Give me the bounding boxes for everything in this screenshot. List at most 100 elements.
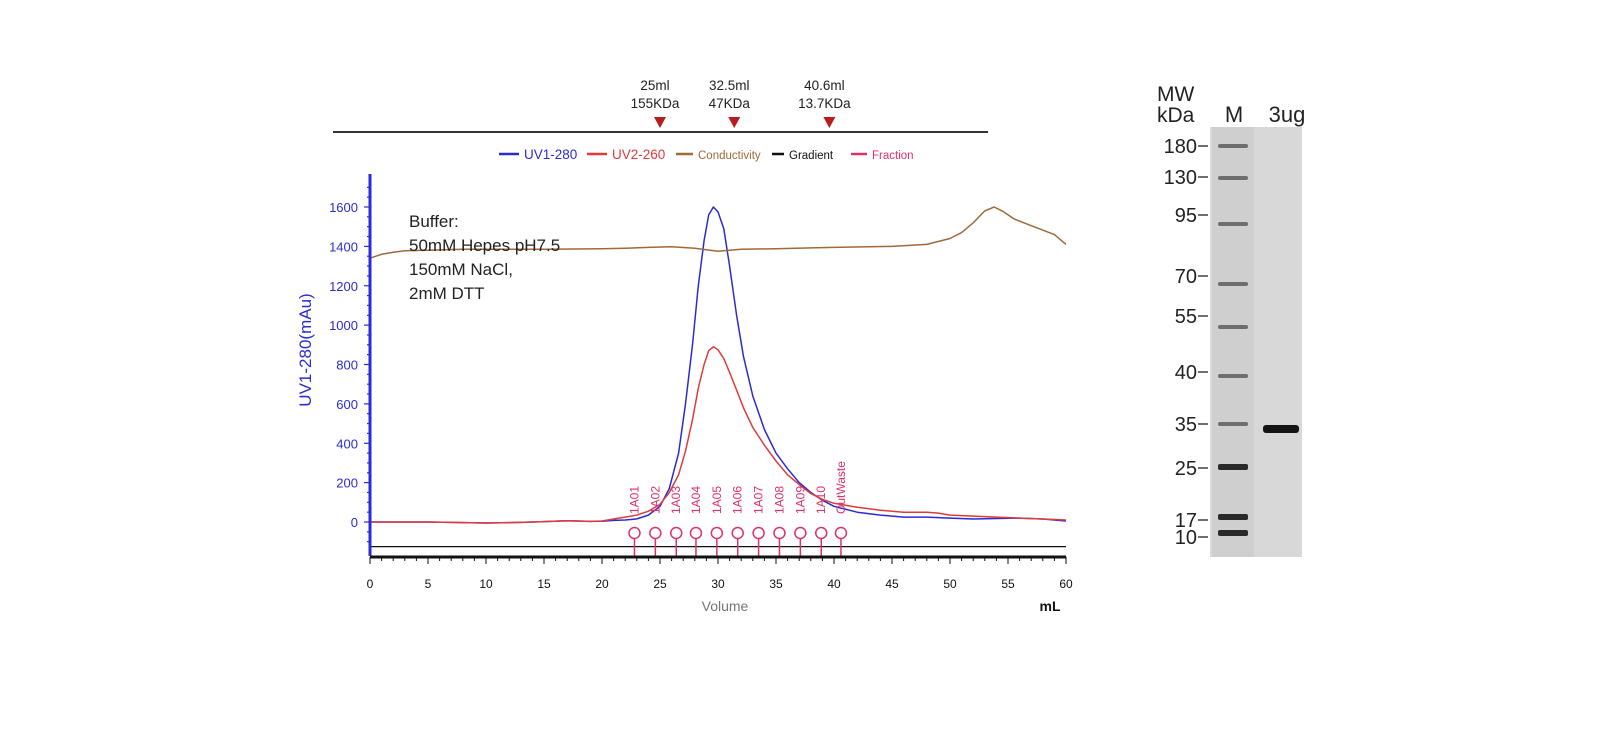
marker-mw: 155KDa: [631, 96, 680, 111]
calibration-marker: 40.6ml 13.7KDa: [798, 78, 851, 128]
gel-header-kda: kDa: [1157, 104, 1195, 127]
marker-volume: 32.5ml: [709, 78, 750, 93]
fraction-label: 1A04: [689, 486, 703, 514]
gel-sample-lane: [1263, 425, 1299, 433]
fraction-marker: 1A01: [627, 486, 641, 557]
y-tick-label: 1200: [329, 279, 358, 294]
ladder-band: [1218, 374, 1248, 378]
fraction-marker: 1A09: [793, 486, 807, 557]
fraction-marker: OutWaste: [834, 461, 848, 557]
fraction-circle: [689, 526, 703, 540]
x-tick-label: 15: [537, 577, 551, 591]
marker-mw: 47KDa: [709, 96, 751, 111]
calibration-marker: 32.5ml 47KDa: [709, 78, 751, 128]
ladder-band: [1218, 464, 1248, 470]
mw-marker-label: 17: [1175, 510, 1197, 532]
y-tick-label: 1600: [329, 200, 358, 215]
marker-arrow: [654, 117, 666, 128]
y-tick-label: 1400: [329, 239, 358, 254]
legend-item: Gradient: [772, 150, 834, 162]
ladder-band: [1218, 422, 1248, 426]
x-axis: 0 5 10 15 20 25 30 35 40 45 50 55 60: [367, 555, 1073, 591]
plot-area: [369, 206, 1067, 548]
legend-label: Fraction: [872, 150, 914, 162]
fraction-marker: 1A05: [710, 486, 724, 557]
fraction-circle: [731, 526, 744, 540]
marker-volume: 25ml: [640, 78, 669, 93]
sample-band: [1263, 425, 1299, 433]
legend-label: Gradient: [789, 150, 834, 162]
fraction-marker: 1A07: [752, 486, 766, 557]
x-tick-label: 40: [827, 577, 841, 591]
x-tick-label: 35: [769, 577, 783, 591]
y-tick-label: 800: [336, 358, 358, 373]
x-tick-label: 60: [1059, 577, 1073, 591]
mw-marker-label: 25: [1175, 458, 1197, 480]
fraction-circle: [628, 526, 641, 540]
buffer-line: 50mM Hepes pH7.5: [409, 236, 560, 255]
fraction-label: 1A02: [648, 486, 662, 514]
series-line-conductivity: [369, 206, 1067, 259]
fraction-label: 1A08: [772, 486, 786, 514]
x-tick-label: 45: [885, 577, 899, 591]
y-tick-label: 400: [336, 436, 358, 451]
mw-marker-label: 10: [1175, 527, 1197, 549]
fraction-label: 1A09: [793, 486, 807, 514]
calibration-markers: 25ml 155KDa 32.5ml 47KDa 40.6ml 13.7KDa: [631, 78, 851, 128]
legend: UV1-280 UV2-260 Conductivity Gradient Fracti…: [499, 147, 914, 162]
mw-marker-label: 70: [1175, 266, 1197, 288]
gel-lane-shade: [1212, 127, 1254, 557]
ladder-band: [1218, 530, 1248, 536]
fraction-label: 1A06: [731, 486, 745, 514]
fraction-marker: 1A10: [814, 486, 828, 557]
legend-item: UV2-260: [587, 147, 665, 162]
fraction-label: 1A10: [814, 486, 828, 514]
y-tick-label: 200: [336, 476, 358, 491]
fraction-circle: [834, 526, 848, 540]
ladder-band: [1218, 144, 1248, 148]
x-tick-label: 30: [711, 577, 725, 591]
fraction-circle: [814, 526, 828, 540]
x-tick-label: 0: [367, 577, 374, 591]
fraction-label: 1A05: [710, 486, 724, 514]
calibration-marker: 25ml 155KDa: [631, 78, 680, 128]
legend-label: Conductivity: [698, 150, 761, 162]
fraction-circle: [649, 526, 662, 540]
fraction-marker: 1A04: [689, 486, 703, 557]
ladder-band: [1218, 325, 1248, 329]
fraction-circle: [669, 526, 683, 540]
fraction-circle: [773, 526, 786, 540]
fraction-label: 1A01: [627, 486, 641, 514]
fraction-circle: [752, 526, 765, 540]
chromatogram: 25ml 155KDa 32.5ml 47KDa 40.6ml 13.7KDa UV1-2…: [296, 78, 1073, 614]
fraction-marker: 1A08: [772, 486, 786, 557]
legend-item: Fraction: [851, 150, 914, 162]
mw-marker-label: 55: [1175, 306, 1197, 328]
gel-header-mw: MW: [1157, 83, 1194, 106]
buffer-note: Buffer: 50mM Hepes pH7.5 150mM NaCl, 2mM DT…: [409, 212, 560, 303]
legend-item: Conductivity: [676, 150, 761, 162]
buffer-line: 150mM NaCl,: [409, 260, 513, 279]
fraction-circle: [710, 526, 724, 540]
buffer-line: 2mM DTT: [409, 284, 485, 303]
x-tick-label: 55: [1001, 577, 1015, 591]
lane-label: 3ug: [1269, 102, 1306, 127]
fraction-marker: 1A03: [669, 486, 683, 557]
y-tick-label: 0: [351, 515, 358, 530]
legend-label: UV2-260: [612, 147, 665, 162]
x-tick-label: 10: [479, 577, 493, 591]
fraction-label: 1A03: [669, 486, 683, 514]
ladder-band: [1218, 222, 1248, 226]
x-tick-label: 25: [653, 577, 667, 591]
ladder-band: [1218, 514, 1248, 520]
fraction-markers: 1A01 1A02 1A03 1A04 1A05 1A06 1A07 1A08 1A09 1A10…: [627, 461, 848, 557]
mw-marker-label: 180: [1164, 136, 1197, 158]
buffer-line: Buffer:: [409, 212, 459, 231]
marker-volume: 40.6ml: [804, 78, 845, 93]
y-tick-label: 1000: [329, 318, 358, 333]
fraction-marker: 1A02: [648, 486, 662, 557]
fraction-label: 1A07: [752, 486, 766, 514]
